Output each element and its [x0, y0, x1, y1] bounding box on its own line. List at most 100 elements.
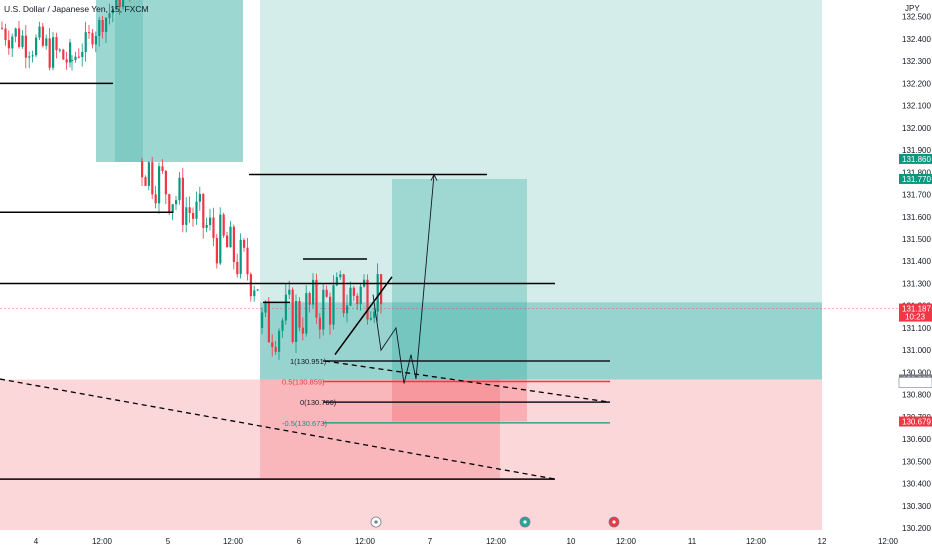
drawing-lines: 1(130.951) 0.5(130.859) 0(130.766) -0.5(130… [0, 82, 611, 480]
price-tick-label: 130.200 [902, 524, 931, 533]
candle-body [232, 226, 235, 262]
lightning-icon[interactable] [370, 516, 382, 528]
candle-body [122, 0, 125, 8]
candle-body [161, 166, 164, 171]
candle-body [239, 240, 242, 275]
time-tick-label: 6 [297, 537, 302, 546]
trendline-dashed [324, 360, 611, 403]
time-tick-label: 12 [818, 537, 827, 546]
candle-body [205, 224, 208, 228]
candles [1, 0, 383, 360]
earnings-icon[interactable] [608, 516, 620, 528]
candle-body [151, 162, 154, 195]
candle-body [281, 320, 284, 331]
time-tick-label: 12:00 [92, 537, 113, 546]
candle-body [144, 177, 147, 186]
price-tick-label: 132.500 [902, 13, 931, 22]
candle-body [111, 8, 114, 14]
candle-body [356, 295, 359, 305]
candle-body [74, 56, 77, 60]
stop-loss-zone-inner [260, 379, 500, 480]
candle-body [154, 194, 157, 204]
price-tick-label: 131.100 [902, 324, 931, 333]
trade-zones [0, 0, 898, 530]
candle-body [4, 28, 7, 41]
price-tag-label: 131.770 [902, 175, 931, 184]
candle-body [236, 261, 239, 275]
fib-label: 1(130.951) [290, 357, 327, 366]
profit-zone-inner [115, 0, 143, 162]
candle-body [295, 301, 298, 342]
price-tick-label: 131.700 [902, 191, 931, 200]
candle-body [185, 207, 188, 225]
candle-body [45, 38, 48, 46]
trendline [334, 276, 393, 356]
candle-body [369, 318, 372, 320]
candle-body [28, 56, 31, 58]
candle-body [62, 49, 65, 60]
candle-body [243, 240, 246, 248]
price-tag-bg [898, 377, 932, 388]
price-tick-label: 131.400 [902, 257, 931, 266]
candle-body [81, 52, 84, 58]
time-tick-label: 12:00 [616, 537, 637, 546]
price-tag: 131.770 [899, 173, 932, 184]
candle-body [253, 290, 256, 297]
price-tag-bg [899, 303, 932, 322]
candle-body [91, 32, 94, 45]
time-axis: 4 12:00 5 12:00 6 12:00 7 12:00 10 12:00 11 12:00 12… [34, 537, 899, 546]
candle-body [141, 161, 144, 178]
candle-body [305, 293, 308, 334]
candle-body [342, 274, 345, 314]
dividend-icon[interactable] [519, 516, 531, 528]
candle-body [335, 277, 338, 286]
event-icons[interactable] [370, 516, 620, 528]
candle-body [373, 311, 376, 319]
candle-body [94, 35, 97, 45]
candle-body [264, 301, 267, 313]
candle-body [115, 0, 118, 9]
candle-body [322, 289, 325, 330]
candle-body [88, 32, 91, 34]
candle-body [7, 40, 10, 49]
price-tag-bg [899, 153, 932, 164]
candle-body [71, 59, 74, 62]
time-tick-label: 12:00 [878, 537, 899, 546]
candle-body [24, 35, 27, 58]
price-tag: 130.679 [899, 416, 932, 427]
candle-body [308, 293, 311, 305]
candle-body [366, 279, 369, 320]
symbol-title: U.S. Dollar / Japanese Yen, 15, FXCM [4, 4, 149, 14]
candle-body [84, 32, 87, 53]
candle-body [219, 214, 222, 264]
time-tick-label: 4 [34, 537, 39, 546]
candle-body [21, 35, 24, 47]
price-tick-label: 132.300 [902, 57, 931, 66]
fib-label: -0.5(130.673) [282, 419, 328, 428]
candle-body [55, 37, 58, 51]
price-tick-label: 132.400 [902, 35, 931, 44]
candle-body [178, 177, 181, 201]
time-tick-label: 12:00 [355, 537, 376, 546]
candle-body [198, 193, 201, 202]
candle-body [288, 289, 291, 295]
candle-body [301, 327, 304, 334]
candle-body [168, 194, 171, 214]
event-icon-dot [523, 520, 527, 524]
candle-body [38, 26, 41, 38]
price-tag-label: 131.860 [902, 155, 931, 164]
candle-body [105, 17, 108, 32]
small-loss-zone [392, 379, 527, 422]
price-tag-bg [899, 173, 932, 184]
candle-body [192, 213, 195, 219]
candle-body [1, 27, 4, 29]
candle-body [226, 235, 229, 248]
time-tick-label: 10 [567, 537, 576, 546]
fib-label: 0.5(130.859) [282, 377, 325, 386]
candle-body [215, 238, 218, 264]
candle-body [147, 162, 150, 186]
price-tick-label: 130.300 [902, 502, 931, 511]
long-profit-zone-near [260, 302, 822, 380]
